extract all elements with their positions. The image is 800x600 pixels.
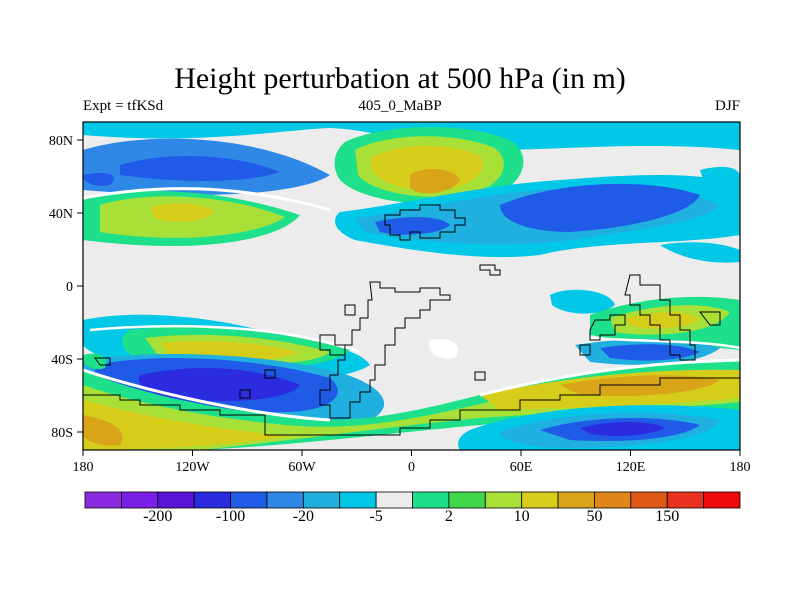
tick-marks — [77, 139, 741, 456]
colorbar-label: -5 — [369, 508, 383, 525]
colorbar — [84, 491, 741, 509]
lon-tick-label: 60W — [288, 460, 316, 475]
colorbar-swatch — [448, 491, 486, 509]
colorbar-swatch — [266, 491, 304, 509]
colorbar-swatch — [557, 491, 595, 509]
lon-tick-label: 180 — [73, 460, 94, 475]
colorbar-swatch — [703, 491, 741, 509]
lat-tick-label: 80S — [51, 426, 73, 441]
colorbar-swatch — [339, 491, 377, 509]
lon-tick-label: 60E — [510, 460, 533, 475]
colorbar-label: -20 — [292, 508, 314, 525]
experiment-label: Expt = tfKSd — [83, 98, 164, 114]
contour-field — [83, 122, 740, 450]
colorbar-swatch — [230, 491, 268, 509]
lat-tick-label: 40N — [49, 207, 73, 222]
colorbar-swatch — [594, 491, 632, 509]
season-label: DJF — [714, 98, 740, 114]
lat-tick-label: 0 — [66, 280, 73, 295]
colorbar-swatch — [193, 491, 231, 509]
colorbar-label: 10 — [513, 508, 530, 525]
map-title: Height perturbation at 500 hPa (in m) — [174, 62, 626, 95]
colorbar-swatch — [302, 491, 341, 509]
colorbar-label: 2 — [444, 508, 453, 525]
colorbar-swatch — [120, 491, 159, 509]
colorbar-swatch — [84, 491, 122, 509]
colorbar-swatch — [484, 491, 523, 509]
lat-tick-label: 40S — [51, 353, 73, 368]
colorbar-label: 50 — [586, 508, 603, 525]
colorbar-swatch — [666, 491, 705, 509]
colorbar-swatch — [157, 491, 195, 509]
lat-tick-label: 80N — [49, 134, 73, 149]
colorbar-swatch — [412, 491, 450, 509]
colorbar-label: -200 — [143, 508, 173, 525]
lon-tick-label: 0 — [408, 460, 415, 475]
coastlines — [83, 204, 740, 436]
period-label: 405_0_MaBP — [358, 98, 442, 114]
lon-tick-label: 180 — [730, 460, 751, 475]
colorbar-label: 150 — [655, 508, 680, 525]
colorbar-label: -100 — [215, 508, 246, 525]
colorbar-swatch — [375, 491, 413, 509]
colorbar-swatch — [521, 491, 559, 509]
lon-tick-label: 120E — [616, 460, 646, 475]
lon-tick-label: 120W — [175, 460, 210, 475]
colorbar-swatch — [630, 491, 668, 509]
